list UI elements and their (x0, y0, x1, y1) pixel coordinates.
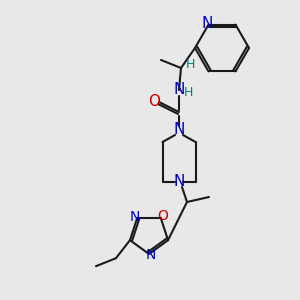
Text: O: O (157, 209, 168, 223)
Text: N: N (173, 82, 185, 98)
Text: O: O (148, 94, 160, 109)
Text: N: N (130, 210, 140, 224)
Text: H: H (183, 85, 193, 98)
Text: N: N (173, 175, 185, 190)
Text: H: H (185, 58, 195, 70)
Text: N: N (202, 16, 213, 31)
Text: N: N (146, 248, 156, 262)
Text: N: N (173, 122, 185, 137)
